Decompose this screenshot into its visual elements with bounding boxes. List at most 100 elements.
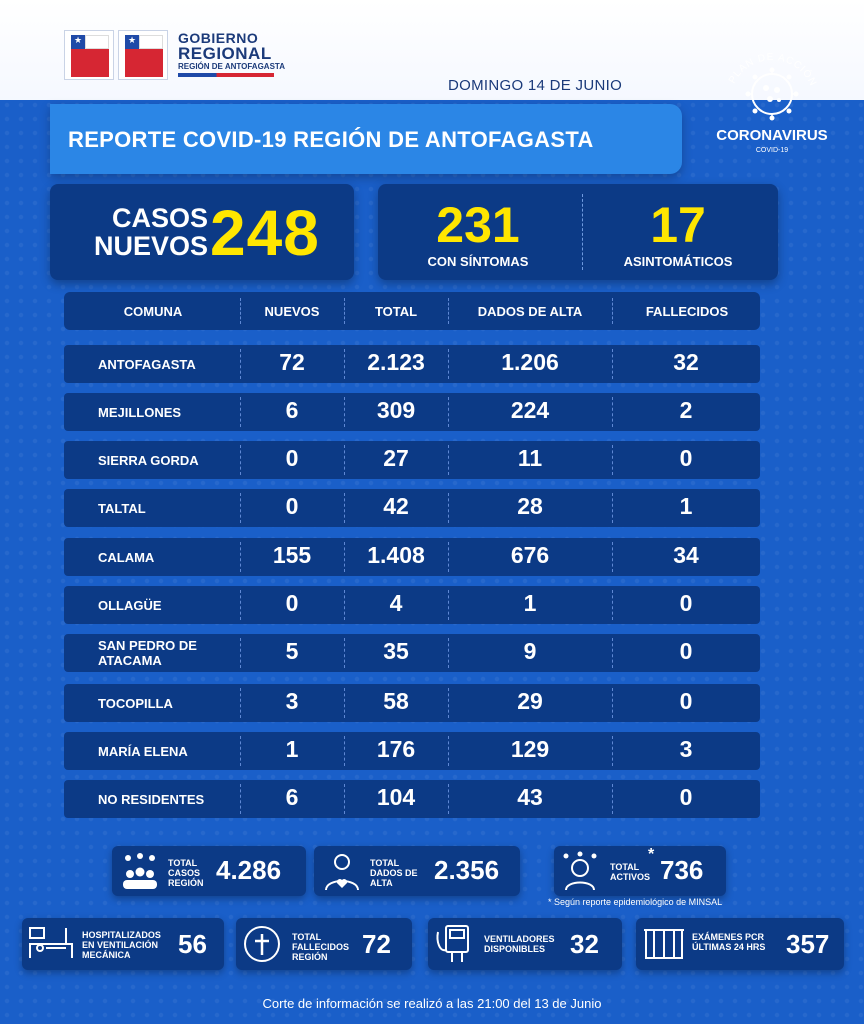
coronavirus-plan-badge: PLAN DE ACCIÓN CORONAVIRUS COVID-19	[714, 44, 830, 164]
table-row: ANTOFAGASTA 72 2.123 1.206 32	[64, 345, 760, 383]
ventilation-box: HOSPITALIZADOS EN VENTILACIÓN MECÁNICA 5…	[22, 918, 224, 970]
comuna-cell: MEJILLONES	[98, 404, 182, 420]
comuna-cell: TOCOPILLA	[98, 695, 173, 711]
ventilation-value: 56	[178, 929, 207, 959]
virus-icon: PLAN DE ACCIÓN CORONAVIRUS COVID-19	[716, 52, 827, 154]
fallecidos-cell: 32	[673, 349, 699, 375]
gov-line-2: REGIONAL	[178, 44, 272, 63]
row-divider	[344, 493, 345, 523]
fallecidos-cell: 0	[679, 688, 693, 714]
row-divider	[240, 397, 241, 427]
row-divider	[612, 397, 613, 427]
ventilators-label: VENTILADORES DISPONIBLES	[484, 934, 555, 954]
person-heart-icon	[325, 854, 359, 891]
total-cell: 58	[383, 688, 409, 714]
table-row: TALTAL 0 42 28 1	[64, 489, 760, 527]
col-nuevos: NUEVOS	[264, 304, 320, 319]
row-divider	[612, 445, 613, 475]
row-divider	[612, 349, 613, 379]
total-cases-label: TOTAL CASOS REGIÓN	[168, 858, 204, 888]
row-divider	[612, 736, 613, 766]
symptoms-divider	[582, 194, 583, 270]
row-divider	[240, 784, 241, 814]
nuevos-cell: 0	[285, 590, 299, 616]
row-divider	[612, 493, 613, 523]
gov-line-3: REGIÓN DE ANTOFAGASTA	[178, 62, 285, 71]
nuevos-cell: 1	[285, 736, 299, 762]
row-divider	[240, 688, 241, 718]
fallecidos-cell: 1	[679, 493, 693, 519]
row-divider	[344, 445, 345, 475]
fallecidos-cell: 3	[679, 736, 693, 762]
total-active-label: TOTAL ACTIVOS	[610, 862, 651, 882]
comuna-cell: ANTOFAGASTA	[98, 356, 196, 372]
total-active-value: 736	[660, 855, 704, 885]
nuevos-cell: 72	[279, 349, 305, 375]
row-divider	[240, 542, 241, 572]
col-dados-alta: DADOS DE ALTA	[477, 304, 583, 319]
asterisk-mark: *	[648, 846, 655, 863]
dados-alta-cell: 1.206	[501, 349, 559, 375]
ventilation-label: HOSPITALIZADOS EN VENTILACIÓN MECÁNICA	[82, 930, 161, 960]
new-cases-value: 248	[210, 197, 320, 269]
table-row: MARÍA ELENA 1 176 129 3	[64, 732, 760, 770]
dados-alta-cell: 676	[510, 542, 550, 568]
new-cases-label-1: CASOS	[111, 203, 208, 233]
plan-main-text: CORONAVIRUS	[716, 127, 827, 144]
row-divider	[240, 349, 241, 379]
ventilators-value: 32	[570, 929, 599, 959]
cross-icon	[244, 926, 280, 962]
row-divider	[612, 590, 613, 620]
row-divider	[240, 493, 241, 523]
pcr-value: 357	[786, 929, 830, 959]
gobierno-regional-logo: GOBIERNO REGIONAL REGIÓN DE ANTOFAGASTA	[178, 30, 285, 77]
row-divider	[448, 542, 449, 572]
row-divider	[448, 349, 449, 379]
total-active-box: TOTAL ACTIVOS * 736	[554, 846, 726, 896]
sick-person-icon	[563, 851, 597, 891]
table-row: SAN PEDRO DE ATACAMA 5 35 9 0	[64, 634, 760, 672]
footer-note: Corte de información se realizó a las 21…	[262, 996, 602, 1011]
row-divider	[448, 784, 449, 814]
row-divider	[344, 688, 345, 718]
col-total: TOTAL	[374, 304, 418, 319]
row-divider	[448, 590, 449, 620]
asymptomatic-label: ASINTOMÁTICOS	[623, 254, 733, 269]
row-divider	[240, 638, 241, 668]
col-comuna: COMUNA	[123, 304, 183, 319]
total-cell: 4	[389, 590, 403, 616]
row-divider	[240, 736, 241, 766]
row-divider	[344, 736, 345, 766]
pcr-box: EXÁMENES PCR ÚLTIMAS 24 HRS 357	[636, 918, 844, 970]
dados-alta-cell: 1	[523, 590, 537, 616]
nuevos-cell: 0	[285, 445, 299, 471]
nuevos-cell: 6	[285, 397, 299, 423]
total-cell: 2.123	[367, 349, 425, 375]
ventilator-icon	[436, 925, 469, 962]
fallecidos-cell: 34	[673, 542, 699, 568]
dados-alta-cell: 28	[517, 493, 543, 519]
table-row: TOCOPILLA 3 58 29 0	[64, 684, 760, 722]
gobierno-chile-logo: ★	[64, 30, 114, 80]
fallecidos-cell: 2	[679, 397, 693, 423]
dados-alta-cell: 129	[510, 736, 550, 762]
dados-alta-cell: 9	[523, 638, 537, 664]
new-cases-label-2: NUEVOS	[93, 231, 208, 261]
people-group-icon	[123, 853, 157, 889]
total-cases-value: 4.286	[216, 855, 282, 885]
symptomatic-value: 231	[436, 197, 520, 253]
title-banner: REPORTE COVID-19 REGIÓN DE ANTOFAGASTA	[50, 104, 682, 174]
dados-alta-cell: 11	[517, 445, 543, 471]
pcr-label: EXÁMENES PCR ÚLTIMAS 24 HRS	[692, 932, 766, 952]
total-cell: 176	[376, 736, 416, 762]
report-date: DOMINGO 14 DE JUNIO	[448, 77, 623, 94]
deceased-value: 72	[362, 929, 391, 959]
row-divider	[344, 784, 345, 814]
new-cases-label: CASOS NUEVOS	[58, 204, 208, 260]
row-divider	[448, 397, 449, 427]
plan-sub-text: COVID-19	[756, 147, 788, 154]
row-divider	[448, 445, 449, 475]
row-divider	[448, 638, 449, 668]
row-divider	[612, 542, 613, 572]
fallecidos-cell: 0	[679, 638, 693, 664]
